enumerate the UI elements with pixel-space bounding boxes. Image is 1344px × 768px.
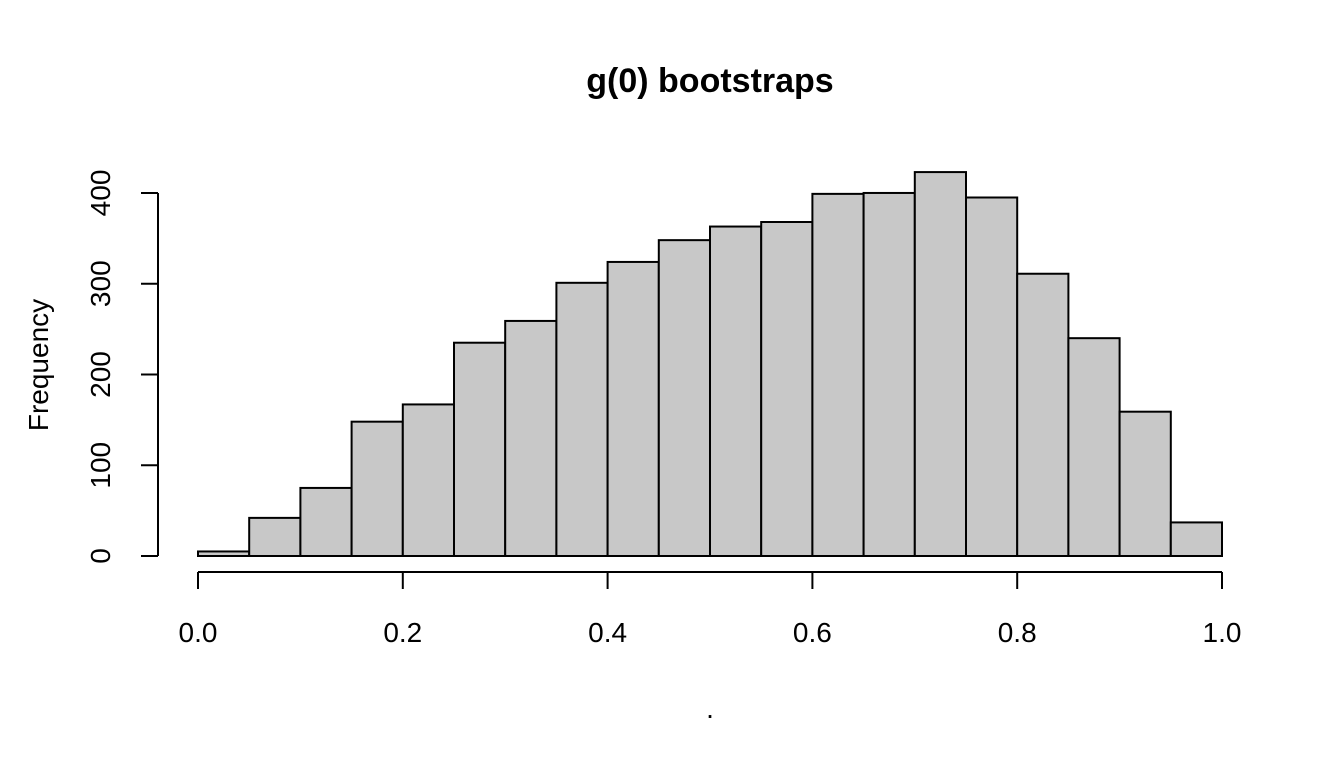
histogram-bar — [248, 516, 302, 557]
histogram-bar — [913, 171, 967, 557]
x-tick-label: 0.6 — [793, 617, 832, 648]
histogram-bar — [197, 550, 251, 557]
y-tick-label: 100 — [85, 442, 116, 489]
chart-title: g(0) bootstraps — [586, 62, 833, 100]
histogram-bar — [401, 403, 455, 557]
x-tick-label: 1.0 — [1203, 617, 1242, 648]
histogram-bar — [657, 239, 711, 557]
histogram-bar — [504, 319, 558, 558]
y-axis: 0 100 200 300 400 — [85, 170, 159, 564]
x-tick-label: 0.4 — [588, 617, 627, 648]
y-tick-label: 200 — [85, 351, 116, 398]
histogram-bar — [350, 420, 404, 557]
histogram-bar — [965, 196, 1019, 558]
histogram-bar — [299, 486, 353, 557]
histogram-bar — [555, 281, 609, 557]
x-tick-label: 0.2 — [383, 617, 422, 648]
histogram-bar — [453, 341, 507, 557]
y-axis-label: Frequency — [23, 299, 54, 431]
x-axis-label: . — [706, 693, 714, 724]
histogram-bar — [1118, 410, 1172, 557]
histogram-bar — [606, 260, 660, 557]
x-tick-label: 0.0 — [179, 617, 218, 648]
y-tick-label: 0 — [85, 548, 116, 564]
histogram-bar — [1169, 521, 1224, 558]
bars-group — [197, 171, 1224, 558]
histogram-bar — [862, 191, 916, 558]
x-tick-label: 0.8 — [998, 617, 1037, 648]
y-tick-label: 400 — [85, 170, 116, 217]
x-axis: 0.0 0.2 0.4 0.6 0.8 1.0 — [179, 571, 1242, 648]
histogram-bar — [709, 225, 763, 557]
histogram-bar — [811, 192, 865, 557]
histogram-bar — [1016, 272, 1070, 557]
histogram-bar — [760, 221, 814, 557]
histogram-bar — [1067, 337, 1121, 557]
y-tick-label: 300 — [85, 260, 116, 307]
